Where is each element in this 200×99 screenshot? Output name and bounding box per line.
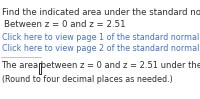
Text: Click here to view page 2 of the standard normal table.: Click here to view page 2 of the standar… — [2, 44, 200, 53]
Text: Click here to view page 1 of the standard normal table.: Click here to view page 1 of the standar… — [2, 33, 200, 42]
Text: Between z = 0 and z = 2.51: Between z = 0 and z = 2.51 — [4, 20, 126, 29]
Text: The area between z = 0 and z = 2.51 under the standard normal curve is: The area between z = 0 and z = 2.51 unde… — [2, 61, 200, 70]
Text: Find the indicated area under the standard normal curve.: Find the indicated area under the standa… — [2, 8, 200, 17]
FancyBboxPatch shape — [39, 63, 41, 74]
Text: (Round to four decimal places as needed.): (Round to four decimal places as needed.… — [2, 75, 172, 84]
